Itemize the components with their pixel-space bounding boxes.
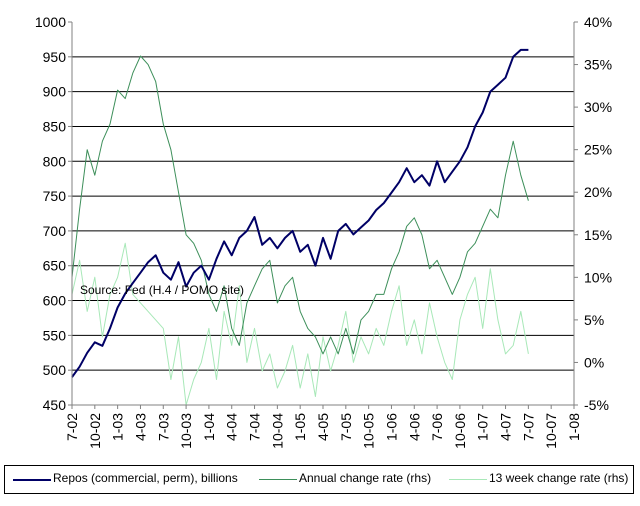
y-left-tick-label: 800 [43,153,67,169]
x-tick-label: 7-07 [520,413,536,441]
x-tick-label: 1-07 [475,413,491,441]
y-right-tick-label: 20% [584,184,612,200]
y-right-tick-label: 15% [584,227,612,243]
series-line-13week [71,242,529,406]
x-tick-label: 7-04 [247,413,263,441]
x-tick-label: 4-07 [498,413,514,441]
legend-label-annual: Annual change rate (rhs) [299,471,432,485]
legend-label-13week: 13 week change rate (rhs) [489,471,629,485]
legend-label-repos: Repos (commercial, perm), billions [53,471,238,485]
y-left-tick-label: 500 [43,362,67,378]
x-tick-label: 1-06 [383,413,399,441]
series-line-repos [71,48,529,378]
y-left-tick-label: 450 [43,397,67,413]
x-tick-label: 10-06 [452,413,468,449]
x-tick-label: 7-02 [64,413,80,441]
y-right-tick-label: -5% [584,397,609,413]
x-tick-label: 10-02 [87,413,103,449]
plot-area [72,22,574,405]
y-right-tick-label: 40% [584,14,612,30]
y-right-tick-label: 10% [584,269,612,285]
x-tick-label: 4-05 [315,413,331,441]
x-tick-label: 1-03 [110,413,126,441]
y-left-tick-label: 900 [43,84,67,100]
x-tick-label: 4-06 [406,413,422,441]
x-tick-label: 10-07 [543,413,559,449]
x-tick-label: 7-05 [338,413,354,441]
x-tick-label: 10-04 [269,413,285,449]
y-right-tick-label: 35% [584,57,612,73]
x-tick-label: 10-03 [178,413,194,449]
y-left-tick-label: 550 [43,327,67,343]
y-left-tick-label: 850 [43,118,67,134]
legend-swatch-annual [259,479,297,480]
y-right-tick-label: 0% [584,354,604,370]
legend: Repos (commercial, perm), billions Annua… [4,465,634,494]
x-tick-label: 1-05 [292,413,308,441]
y-left-tick-label: 750 [43,188,67,204]
x-tick-label: 4-03 [132,413,148,441]
legend-swatch-13week [449,479,487,480]
y-left-tick-label: 600 [43,293,67,309]
y-left-tick-label: 650 [43,258,67,274]
series-line-annual [71,55,529,355]
y-right-tick-label: 5% [584,312,604,328]
y-left-tick-label: 1000 [35,14,66,30]
x-tick-label: 1-04 [201,413,217,441]
legend-swatch-repos [13,479,51,481]
x-tick-label: 7-06 [429,413,445,441]
x-tick-label: 7-03 [155,413,171,441]
x-tick-label: 4-04 [224,413,240,441]
y-right-tick-label: 30% [584,99,612,115]
x-tick-label: 1-08 [566,413,582,441]
y-left-tick-label: 700 [43,223,67,239]
x-tick-label: 10-05 [361,413,377,449]
source-annotation: Source: Fed (H.4 / POMO site) [80,283,244,297]
y-left-tick-label: 950 [43,49,67,65]
y-right-tick-label: 25% [584,142,612,158]
